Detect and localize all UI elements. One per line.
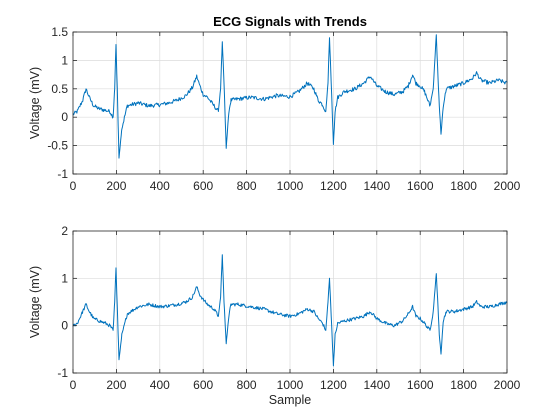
x-tick-label: 1600 <box>407 179 434 193</box>
x-axis-label: Sample <box>269 393 311 407</box>
y-tick-label: 1 <box>61 271 68 285</box>
x-tick-label: 1400 <box>363 378 390 392</box>
ecg-series-line <box>72 254 508 367</box>
x-tick-label: 1200 <box>320 179 347 193</box>
x-tick-label: 400 <box>150 179 170 193</box>
x-tick-label: 2000 <box>494 378 521 392</box>
x-tick-label: 1400 <box>363 179 390 193</box>
ecg-series-line <box>72 34 508 159</box>
y-axis-label: Voltage (mV) <box>28 266 42 338</box>
x-tick-label: 200 <box>106 378 126 392</box>
y-tick-label: 0 <box>61 110 68 124</box>
x-tick-label: 600 <box>193 378 213 392</box>
x-tick-label: 1000 <box>277 179 304 193</box>
x-tick-label: 1800 <box>450 378 477 392</box>
x-tick-label: 1600 <box>407 378 434 392</box>
y-tick-label: 0.5 <box>51 82 68 96</box>
y-tick-label: -0.5 <box>47 139 68 153</box>
bottom-plot: 0 200 400 600 800 1000 1200 1400 1600 1800 2000-10… <box>28 224 521 407</box>
y-tick-label: 1.5 <box>51 25 68 39</box>
top-plot: 0 200 400 600 800 1000 1200 1400 1600 1800 2000 -1 -… <box>28 25 521 193</box>
x-tick-label: 600 <box>193 179 213 193</box>
x-tick-label: 200 <box>106 179 126 193</box>
y-axis-label: Voltage (mV) <box>28 67 42 139</box>
x-tick-label: 800 <box>237 378 257 392</box>
x-tick-label: 400 <box>150 378 170 392</box>
x-tick-label: 0 <box>70 179 77 193</box>
x-tick-label: 1000 <box>277 378 304 392</box>
x-tick-label: 800 <box>237 179 257 193</box>
x-tick-label: 1800 <box>450 179 477 193</box>
y-tick-label: 0 <box>61 319 68 333</box>
x-tick-label: 1200 <box>320 378 347 392</box>
x-tick-label: 2000 <box>494 179 521 193</box>
y-tick-label: 1 <box>61 53 68 67</box>
x-tick-label: 0 <box>70 378 77 392</box>
y-tick-label: -1 <box>57 167 68 181</box>
chart-title: ECG Signals with Trends <box>213 14 367 29</box>
y-tick-label: -1 <box>57 366 68 380</box>
y-tick-label: 2 <box>61 224 68 238</box>
